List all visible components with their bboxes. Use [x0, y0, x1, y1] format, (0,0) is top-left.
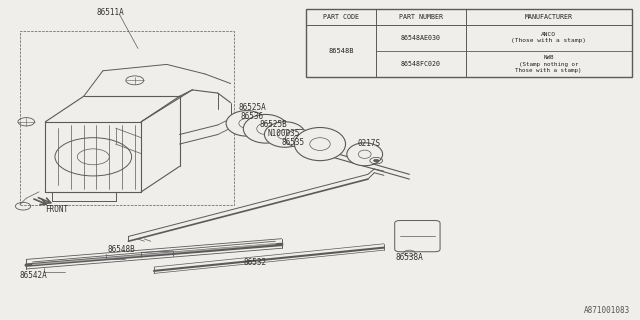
- Text: 86548FC020: 86548FC020: [401, 61, 441, 67]
- Text: 86542A: 86542A: [20, 271, 47, 280]
- Text: 86511A: 86511A: [97, 8, 124, 17]
- FancyBboxPatch shape: [395, 220, 440, 252]
- Text: 86535: 86535: [282, 138, 305, 147]
- Text: 86525A: 86525A: [238, 103, 266, 112]
- Text: MANUFACTURER: MANUFACTURER: [525, 14, 573, 20]
- Bar: [306, 9, 632, 77]
- Text: 86548AE030: 86548AE030: [401, 35, 441, 41]
- Text: PART NUMBER: PART NUMBER: [399, 14, 443, 20]
- Ellipse shape: [264, 122, 305, 147]
- Text: 86536: 86536: [240, 113, 263, 122]
- Ellipse shape: [347, 143, 383, 166]
- Bar: [20, 31, 234, 204]
- Text: A871001083: A871001083: [584, 306, 630, 315]
- Text: 86548B: 86548B: [108, 245, 136, 254]
- Text: 86532: 86532: [243, 258, 266, 267]
- Ellipse shape: [285, 129, 314, 147]
- Ellipse shape: [226, 111, 267, 136]
- Circle shape: [374, 159, 379, 162]
- Ellipse shape: [243, 115, 288, 143]
- Text: FRONT: FRONT: [45, 205, 68, 214]
- Ellipse shape: [294, 127, 346, 161]
- Text: N100035: N100035: [268, 129, 300, 138]
- Text: 86538A: 86538A: [396, 253, 423, 262]
- Text: PART CODE: PART CODE: [323, 14, 359, 20]
- Text: NWB
(Stamp nothing or
Those with a stamp): NWB (Stamp nothing or Those with a stamp…: [515, 55, 582, 73]
- Text: 0217S: 0217S: [357, 139, 380, 148]
- Text: 86548B: 86548B: [328, 48, 354, 54]
- Text: ANCO
(Those with a stamp): ANCO (Those with a stamp): [511, 32, 586, 43]
- Text: 86525B: 86525B: [259, 120, 287, 130]
